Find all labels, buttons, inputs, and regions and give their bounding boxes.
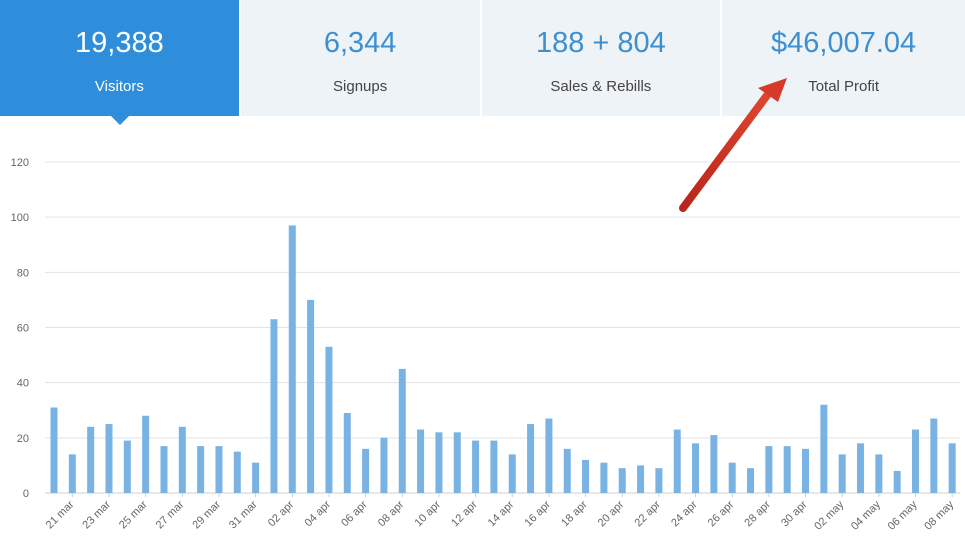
- bar: [783, 446, 791, 493]
- bar: [472, 440, 480, 493]
- bar: [160, 446, 168, 493]
- x-tick-label: 18 apr: [559, 498, 590, 529]
- stat-profit-value: $46,007.04: [771, 27, 917, 59]
- x-tick-label: 24 apr: [669, 498, 700, 529]
- x-tick-label: 31 mar: [227, 498, 260, 531]
- x-tick-label: 08 apr: [376, 498, 407, 529]
- x-tick-label: 16 apr: [522, 498, 553, 529]
- bar: [435, 432, 443, 493]
- x-tick-label: 08 may: [922, 498, 956, 532]
- x-tick-label: 02 apr: [266, 498, 297, 529]
- bar: [68, 454, 76, 493]
- x-tick-label: 14 apr: [486, 498, 517, 529]
- y-tick-label: 60: [17, 323, 29, 335]
- y-tick-label: 100: [11, 212, 29, 224]
- stat-signups-value: 6,344: [323, 27, 397, 59]
- stats-bar: 19,388 Visitors 6,344 Signups 188 + 804 …: [0, 0, 965, 116]
- x-tick-label: 06 may: [886, 498, 920, 532]
- bar: [802, 448, 810, 493]
- bar: [655, 468, 663, 493]
- bar: [912, 429, 920, 493]
- bar: [270, 319, 278, 493]
- stat-signups-label: Signups: [333, 78, 388, 95]
- bar: [215, 446, 223, 493]
- bar: [508, 454, 516, 493]
- bar: [692, 443, 700, 493]
- x-tick-label: 21 mar: [44, 498, 77, 531]
- x-tick-label: 02 may: [812, 498, 846, 532]
- x-tick-label: 04 apr: [303, 498, 334, 529]
- bar: [838, 454, 846, 493]
- stat-sales-label: Sales & Rebills: [550, 78, 652, 95]
- bar: [747, 468, 755, 493]
- stat-profit-label: Total Profit: [808, 78, 880, 95]
- bar: [948, 443, 956, 493]
- bar: [930, 418, 938, 493]
- bar: [893, 470, 901, 493]
- x-tick-label: 10 apr: [413, 498, 444, 529]
- bar: [123, 440, 131, 493]
- bar: [417, 429, 425, 493]
- stat-visitors-label: Visitors: [94, 78, 144, 95]
- y-tick-label: 20: [17, 433, 29, 445]
- bar: [87, 426, 95, 493]
- bar: [618, 468, 626, 493]
- x-tick-label: 06 apr: [339, 498, 370, 529]
- bar: [307, 299, 315, 493]
- bar: [142, 415, 150, 493]
- stat-sales-value: 188 + 804: [535, 27, 666, 59]
- bar: [765, 446, 773, 493]
- bar: [288, 225, 296, 494]
- bar: [398, 368, 406, 493]
- y-tick-label: 0: [23, 488, 29, 500]
- bar: [50, 407, 58, 493]
- x-tick-label: 12 apr: [449, 498, 480, 529]
- bar: [582, 459, 590, 493]
- x-tick-label: 22 apr: [632, 498, 663, 529]
- x-tick-label: 23 mar: [80, 498, 113, 531]
- bar: [563, 448, 571, 493]
- y-tick-label: 80: [17, 267, 29, 279]
- bar: [105, 424, 113, 493]
- x-tick-label: 27 mar: [154, 498, 187, 531]
- bar: [197, 446, 205, 493]
- bar: [380, 437, 388, 493]
- x-tick-label: 26 apr: [706, 498, 737, 529]
- bar: [453, 432, 461, 493]
- bar: [820, 404, 828, 493]
- bar: [545, 418, 553, 493]
- y-tick-label: 120: [11, 157, 29, 169]
- stat-visitors[interactable]: 19,388 Visitors: [0, 0, 241, 116]
- bar: [362, 448, 370, 493]
- bar: [710, 435, 718, 493]
- x-tick-label: 04 may: [849, 498, 883, 532]
- stat-visitors-value: 19,388: [75, 27, 164, 59]
- bar: [728, 462, 736, 493]
- bar: [233, 451, 241, 493]
- bar: [875, 454, 883, 493]
- bar: [490, 440, 498, 493]
- x-tick-label: 20 apr: [596, 498, 627, 529]
- bar: [252, 462, 260, 493]
- bar: [637, 465, 645, 493]
- x-tick-label: 29 mar: [190, 498, 223, 531]
- active-tab-pointer: [111, 116, 129, 125]
- x-tick-label: 28 apr: [742, 498, 773, 529]
- bar: [178, 426, 186, 493]
- bar: [527, 424, 535, 493]
- x-tick-label: 25 mar: [117, 498, 150, 531]
- bar: [600, 462, 608, 493]
- stat-profit[interactable]: $46,007.04 Total Profit: [722, 0, 965, 116]
- bar: [325, 346, 333, 493]
- stat-signups[interactable]: 6,344 Signups: [240, 0, 482, 116]
- bar: [343, 413, 351, 493]
- bar: [857, 443, 865, 493]
- x-tick-label: 30 apr: [779, 498, 810, 529]
- bar: [673, 429, 681, 493]
- stat-sales[interactable]: 188 + 804 Sales & Rebills: [481, 0, 723, 116]
- y-tick-label: 40: [17, 378, 29, 390]
